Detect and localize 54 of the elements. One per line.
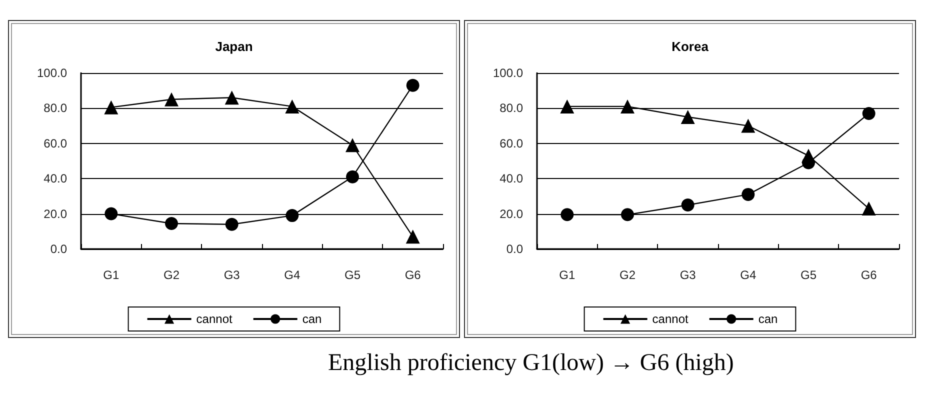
y-tick-label: 0.0 xyxy=(506,242,524,256)
x-tick-label: G4 xyxy=(284,268,300,282)
point xyxy=(104,100,118,114)
point xyxy=(620,99,634,114)
point xyxy=(680,110,695,124)
legend-label: can xyxy=(302,312,322,326)
point xyxy=(346,138,360,152)
point xyxy=(560,208,574,222)
point xyxy=(862,202,876,216)
point xyxy=(406,78,420,92)
y-tick-label: 100.0 xyxy=(36,66,68,80)
y-tick-label: 100.0 xyxy=(492,66,524,80)
point xyxy=(862,106,876,120)
y-tick-label: 80.0 xyxy=(44,101,68,116)
legend-label: cannot xyxy=(652,312,690,326)
y-tick-label: 0.0 xyxy=(50,242,68,256)
y-tick-label: 20.0 xyxy=(44,206,68,221)
chart-title: Japan xyxy=(215,39,253,54)
y-tick-label: 20.0 xyxy=(500,206,524,221)
legend-label: can xyxy=(758,312,778,326)
x-tick-label: G1 xyxy=(103,268,120,282)
point xyxy=(104,207,118,220)
point xyxy=(225,218,238,231)
x-tick-label: G6 xyxy=(860,268,878,282)
x-tick-label: G5 xyxy=(344,268,361,282)
x-tick-label: G2 xyxy=(619,268,636,282)
point xyxy=(406,230,420,244)
x-tick-label: G4 xyxy=(740,268,756,282)
y-tick-label: 60.0 xyxy=(500,136,524,150)
x-tick-label: G3 xyxy=(680,268,696,282)
chart-title: Korea xyxy=(672,39,710,54)
point xyxy=(741,118,756,133)
x-tick-label: G5 xyxy=(800,268,817,282)
y-tick-label: 80.0 xyxy=(500,101,524,116)
x-tick-label: G3 xyxy=(224,268,240,282)
x-tick-label: G1 xyxy=(559,268,576,282)
point xyxy=(681,198,694,212)
x-tick-label: G2 xyxy=(163,268,180,282)
y-tick-label: 40.0 xyxy=(44,172,68,186)
point xyxy=(165,216,178,230)
legend-label: cannot xyxy=(196,312,234,326)
y-tick-label: 60.0 xyxy=(44,136,68,150)
text: English proficiency G1(low) → G6 (high) xyxy=(328,350,734,377)
point xyxy=(286,209,299,222)
point xyxy=(621,208,634,222)
point xyxy=(346,170,359,184)
point xyxy=(164,92,178,106)
point xyxy=(742,188,755,201)
point xyxy=(802,148,816,163)
y-tick-label: 40.0 xyxy=(500,172,524,186)
point xyxy=(285,99,300,114)
x-tick-label: G6 xyxy=(404,268,422,282)
point xyxy=(560,99,574,114)
point xyxy=(224,90,239,105)
